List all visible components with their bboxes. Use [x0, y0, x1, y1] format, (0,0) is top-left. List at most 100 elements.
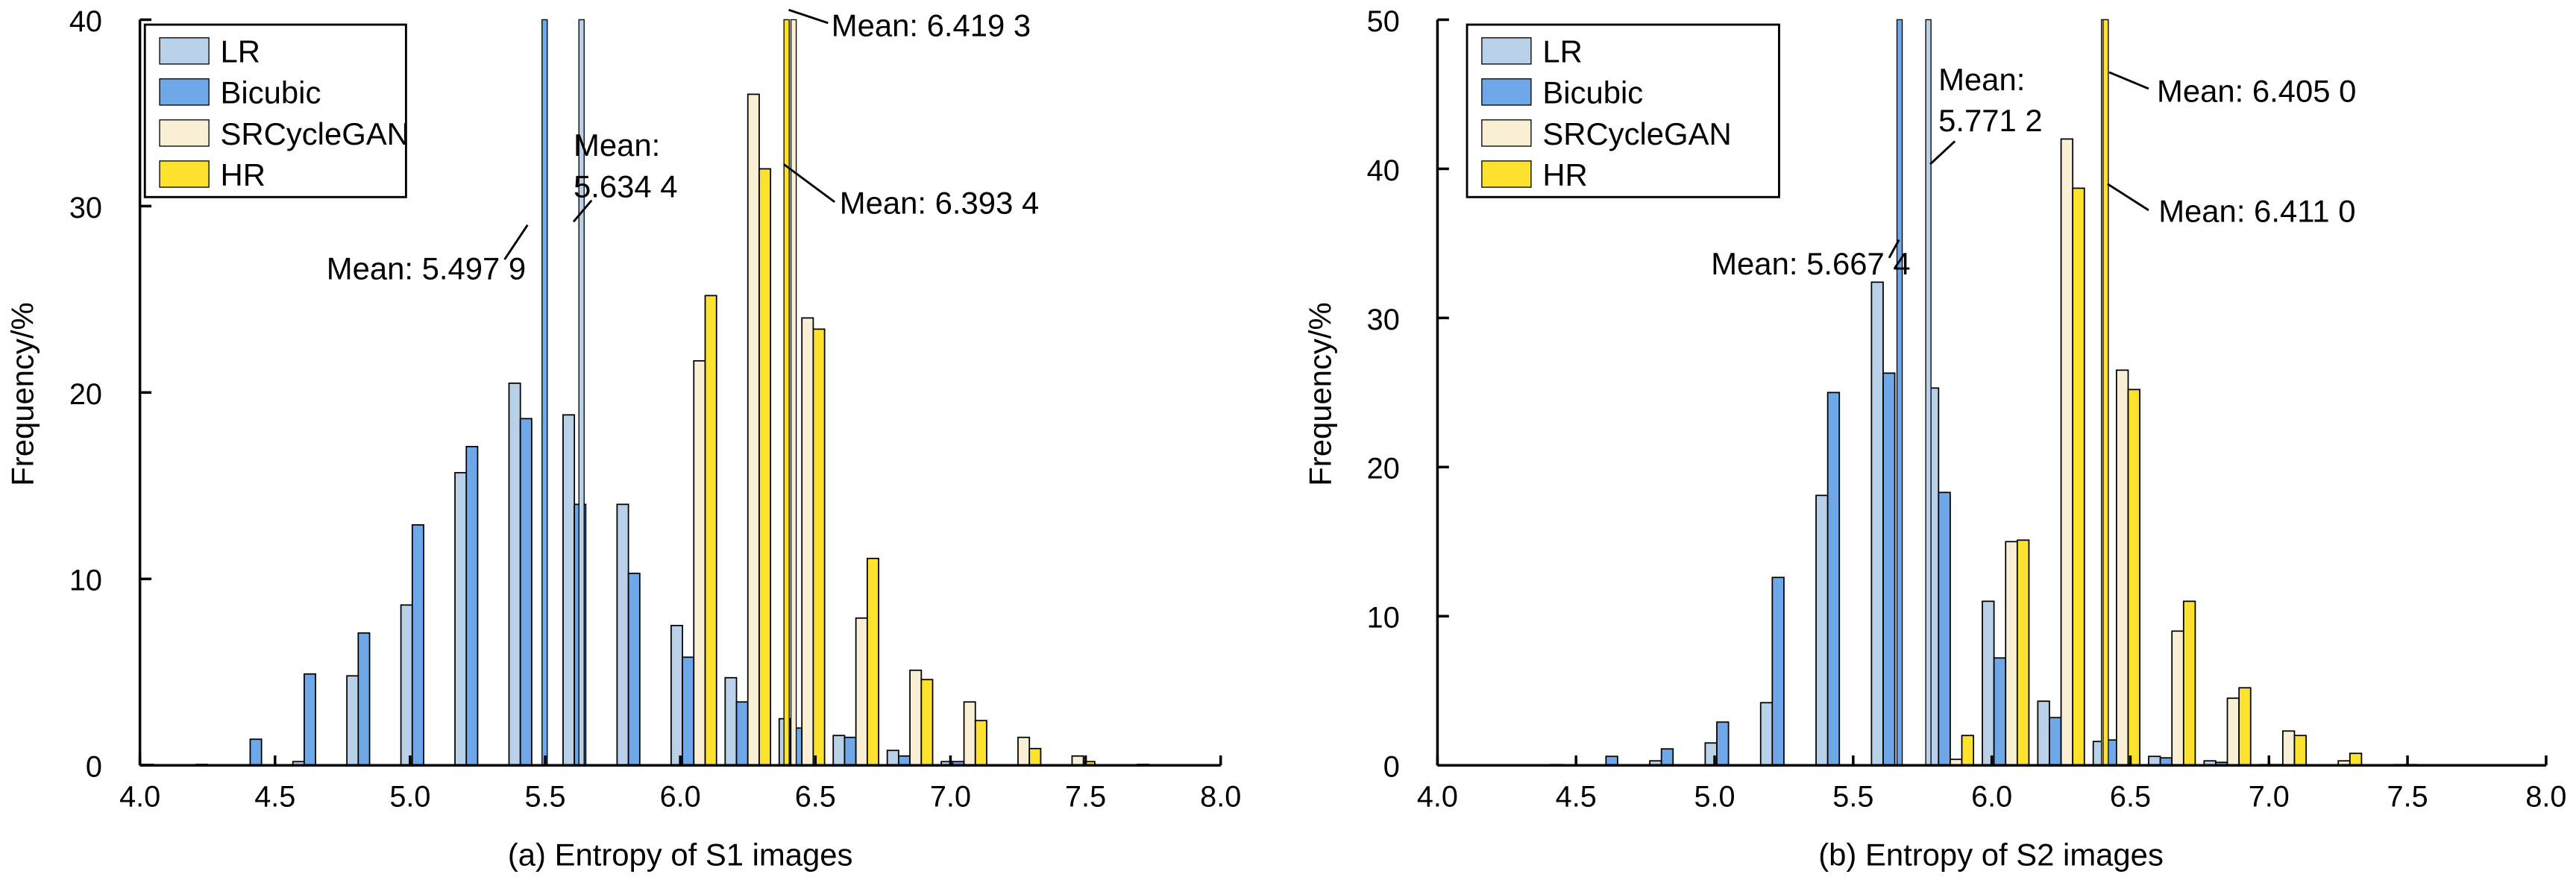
bar-srcyclegan-16	[1017, 736, 1031, 767]
legend: LR Bicubic SRCycleGAN HR	[143, 23, 409, 198]
mean-annotation-leader	[1929, 140, 1956, 166]
bar-lr-10	[670, 624, 683, 767]
bar-lr-10	[1982, 600, 1995, 767]
y-axis-title: Frequency/%	[1302, 302, 1337, 485]
legend-swatch-lr	[1481, 37, 1532, 65]
bar-hr-15	[974, 720, 987, 767]
chart-s2-entropy: (b) Entropy of S2 images Frequency/% 4.0…	[1302, 5, 2566, 873]
bar-bicubic-11	[735, 701, 749, 767]
bar-bicubic-4	[357, 632, 371, 767]
bar-bicubic-3	[304, 673, 316, 767]
bar-srcyclegan-15	[963, 701, 976, 767]
legend-swatch-hr	[159, 160, 210, 188]
mean-annotation-leader	[572, 199, 593, 223]
bar-hr-15	[2293, 735, 2307, 767]
bar-lr-4	[346, 675, 359, 767]
bar-lr-7	[508, 382, 521, 767]
legend: LR Bicubic SRCycleGAN HR	[1466, 23, 1780, 198]
bar-hr-9	[1961, 735, 1975, 767]
legend-label-lr: LR	[221, 34, 260, 69]
bar-srcyclegan-14	[2226, 697, 2240, 767]
y-tick-label: 10	[69, 565, 102, 597]
bar-srcyclegan-10	[2005, 541, 2018, 767]
bar-lr-11	[724, 676, 738, 767]
bar-hr-16	[2349, 752, 2363, 767]
x-tick-label: 7.0	[930, 780, 971, 813]
x-tick-label: 6.0	[660, 780, 701, 813]
bar-lr-13	[832, 735, 846, 767]
bar-bicubic-6	[1771, 576, 1785, 767]
mean-annotation-leader	[2107, 183, 2149, 212]
y-tick-label: 40	[69, 5, 102, 38]
mean-bar-lr	[1925, 19, 1932, 766]
legend-label-bicubic: Bicubic	[221, 75, 321, 110]
x-tick-label: 4.0	[119, 780, 160, 813]
bar-bicubic-5	[411, 524, 424, 767]
bar-lr-14	[886, 749, 899, 767]
bar-hr-14	[920, 679, 934, 767]
x-tick-label: 6.5	[2110, 780, 2151, 813]
legend-swatch-lr	[159, 37, 210, 65]
bar-bicubic-6	[465, 445, 479, 767]
bar-bicubic-5	[1716, 721, 1730, 767]
bar-lr-7	[1815, 494, 1829, 767]
x-axis-title: (a) Entropy of S1 images	[508, 837, 853, 873]
chart-s1-entropy: (a) Entropy of S1 images Frequency/% 4.0…	[4, 5, 1241, 873]
bar-bicubic-3	[1605, 755, 1618, 767]
bar-srcyclegan-10	[693, 359, 706, 767]
legend-label-lr: LR	[1542, 34, 1582, 69]
bar-hr-11	[2072, 187, 2085, 767]
bar-bicubic-8	[1882, 372, 1896, 767]
bar-srcyclegan-15	[2281, 730, 2296, 767]
y-tick-label: 20	[1367, 453, 1400, 485]
legend-label-bicubic: Bicubic	[1542, 75, 1643, 110]
x-tick-label: 4.5	[1556, 780, 1597, 813]
y-tick-label: 0	[1383, 751, 1400, 784]
x-tick-label: 6.5	[795, 780, 836, 813]
x-tick-label: 4.0	[1417, 780, 1458, 813]
bar-lr-8	[562, 414, 576, 767]
x-tick-label: 5.5	[524, 780, 565, 813]
mean-annotation-lr: Mean:	[1938, 62, 2025, 97]
mean-annotation-hr: Mean: 6.411 0	[2158, 193, 2355, 228]
bar-bicubic-2	[249, 738, 263, 767]
bar-bicubic-7	[1826, 392, 1841, 767]
bar-bicubic-14	[898, 755, 911, 767]
bar-hr-10	[704, 295, 717, 767]
bar-srcyclegan-12	[801, 317, 814, 767]
x-tick-label: 7.5	[2387, 780, 2428, 813]
bar-bicubic-11	[2049, 717, 2062, 767]
legend-label-srcyclegan: SRCycleGAN	[221, 116, 409, 151]
x-tick-label: 7.5	[1065, 780, 1106, 813]
x-tick-label: 5.0	[1694, 780, 1735, 813]
x-tick-label: 8.0	[2525, 780, 2566, 813]
mean-bar-bicubic	[1896, 19, 1903, 766]
mean-annotation-leader	[788, 8, 829, 25]
mean-bar-hr	[783, 19, 790, 766]
y-axis-title: Frequency/%	[4, 302, 40, 485]
bar-hr-13	[2182, 600, 2196, 767]
y-tick-label: 30	[69, 192, 102, 224]
y-tick-label: 20	[69, 378, 102, 411]
mean-annotation-lr: 5.634 4	[574, 169, 678, 204]
bar-srcyclegan-11	[747, 93, 760, 767]
mean-annotation-bicubic: Mean: 5.497 9	[327, 251, 526, 286]
mean-annotation-lr: Mean:	[574, 128, 660, 163]
mean-annotation-leader	[783, 163, 836, 204]
bar-hr-11	[758, 168, 772, 767]
mean-annotation-srcyclegan: Mean: 6.419 3	[832, 7, 1031, 43]
legend-label-hr: HR	[221, 157, 266, 192]
bar-srcyclegan-13	[2171, 630, 2184, 767]
mean-annotation-lr: 5.771 2	[1938, 103, 2043, 138]
legend-swatch-srcyclegan	[159, 119, 210, 147]
bar-bicubic-10	[1993, 657, 2007, 767]
bar-bicubic-9	[627, 572, 641, 767]
x-tick-label: 7.0	[2249, 780, 2290, 813]
mean-annotation-leader	[2108, 71, 2149, 90]
x-axis-title: (b) Entropy of S2 images	[1818, 837, 2164, 873]
bar-hr-12	[2127, 389, 2140, 767]
bar-srcyclegan-17	[1071, 755, 1084, 767]
bar-hr-10	[2016, 539, 2030, 767]
x-tick-label: 4.5	[254, 780, 295, 813]
